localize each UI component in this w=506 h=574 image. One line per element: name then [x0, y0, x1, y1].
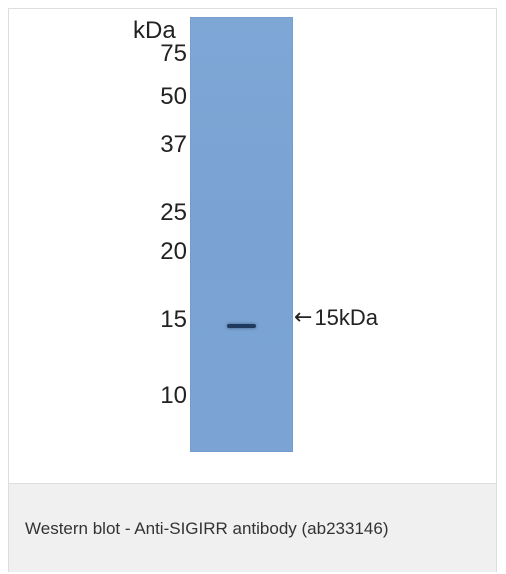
western-blot-image: kDa 75 50 37 25 20 15 10 ← 15kDa: [9, 9, 496, 484]
blot-lane: [190, 17, 293, 452]
left-arrow-icon: ←: [294, 305, 313, 330]
marker-20: 20: [160, 238, 187, 265]
marker-37: 37: [160, 131, 187, 158]
band-size-label: 15kDa: [314, 305, 379, 330]
marker-10: 10: [160, 382, 187, 409]
protein-band: [227, 324, 256, 328]
figure-caption: Western blot - Anti-SIGIRR antibody (ab2…: [25, 519, 389, 538]
marker-50: 50: [160, 83, 187, 110]
figure-card: kDa 75 50 37 25 20 15 10 ← 15kDa Western…: [8, 8, 497, 572]
caption-panel: Western blot - Anti-SIGIRR antibody (ab2…: [9, 484, 496, 572]
marker-75: 75: [160, 40, 187, 67]
kda-unit-label: kDa: [133, 17, 176, 44]
marker-15: 15: [160, 306, 187, 333]
marker-25: 25: [160, 199, 187, 226]
band-size-callout: ← 15kDa: [294, 307, 378, 329]
